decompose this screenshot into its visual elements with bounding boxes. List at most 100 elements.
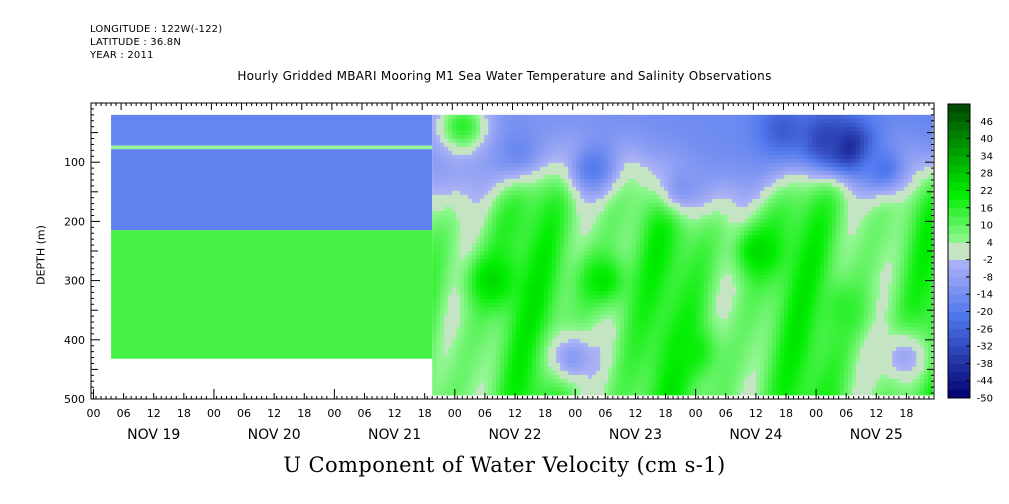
field-cell: [624, 190, 629, 196]
field-cell: [704, 254, 709, 260]
field-cell: [556, 154, 561, 160]
field-cell: [480, 230, 485, 236]
field-cell: [584, 318, 589, 324]
field-cell: [632, 338, 637, 344]
field-cell: [696, 234, 701, 240]
field-cell: [708, 358, 713, 364]
field-cell: [500, 266, 505, 272]
field-cell: [688, 182, 693, 188]
field-cell: [684, 274, 689, 280]
field-cell: [704, 282, 709, 288]
field-cell: [692, 362, 697, 368]
field-cell: [680, 114, 685, 120]
field-cell: [644, 130, 649, 136]
field-cell: [584, 174, 589, 180]
field-cell: [568, 222, 573, 228]
field-cell: [456, 242, 461, 248]
field-cell: [644, 158, 649, 164]
field-cell: [548, 362, 553, 368]
field-cell: [520, 194, 525, 200]
field-cell: [520, 362, 525, 368]
field-cell: [660, 366, 665, 372]
field-cell: [448, 162, 453, 168]
field-cell: [672, 134, 677, 140]
field-cell: [532, 354, 537, 360]
field-cell: [572, 122, 577, 128]
field-cell: [504, 286, 509, 292]
field-cell: [532, 334, 537, 340]
field-cell: [548, 390, 553, 396]
field-cell: [680, 298, 685, 304]
field-cell: [676, 118, 681, 124]
field-cell: [480, 310, 485, 316]
field-cell: [444, 258, 449, 264]
field-cell: [608, 182, 613, 188]
field-cell: [600, 366, 605, 372]
field-cell: [536, 342, 541, 348]
field-cell: [704, 346, 709, 352]
field-cell: [508, 118, 513, 124]
field-cell: [700, 230, 705, 236]
field-cell: [700, 154, 705, 160]
field-cell: [684, 150, 689, 156]
field-cell: [516, 306, 521, 312]
field-cell: [636, 170, 641, 176]
field-cell: [608, 390, 613, 396]
field-cell: [596, 294, 601, 300]
field-cell: [448, 310, 453, 316]
field-cell: [692, 198, 697, 204]
field-cell: [516, 282, 521, 288]
field-cell: [460, 278, 465, 284]
field-cell: [528, 314, 533, 320]
field-cell: [668, 182, 673, 188]
field-cell: [572, 382, 577, 388]
field-cell: [516, 278, 521, 284]
field-cell: [640, 314, 645, 320]
field-cell: [648, 294, 653, 300]
field-cell: [500, 122, 505, 128]
field-cell: [692, 346, 697, 352]
field-cell: [588, 386, 593, 392]
field-cell: [696, 250, 701, 256]
field-cell: [548, 238, 553, 244]
field-cell: [448, 290, 453, 296]
field-cell: [552, 190, 557, 196]
field-cell: [480, 170, 485, 176]
field-cell: [520, 310, 525, 316]
field-cell: [528, 370, 533, 376]
field-cell: [684, 322, 689, 328]
field-cell: [652, 250, 657, 256]
field-cell: [588, 234, 593, 240]
field-cell: [652, 238, 657, 244]
field-cell: [612, 262, 617, 268]
field-cell: [452, 194, 457, 200]
field-cell: [712, 122, 717, 128]
field-cell: [448, 154, 453, 160]
field-cell: [456, 250, 461, 256]
field-cell: [464, 214, 469, 220]
field-cell: [696, 274, 701, 280]
field-cell: [444, 270, 449, 276]
field-cell: [668, 334, 673, 340]
field-cell: [476, 142, 481, 148]
field-cell: [464, 330, 469, 336]
field-cell: [596, 334, 601, 340]
field-cell: [560, 246, 565, 252]
field-cell: [492, 138, 497, 144]
field-cell: [572, 126, 577, 132]
field-cell: [440, 306, 445, 312]
field-cell: [480, 238, 485, 244]
field-cell: [668, 114, 673, 120]
field-cell: [436, 154, 441, 160]
field-cell: [708, 118, 713, 124]
field-cell: [476, 218, 481, 224]
field-cell: [476, 274, 481, 280]
field-cell: [584, 282, 589, 288]
field-cell: [656, 314, 661, 320]
field-cell: [444, 126, 449, 132]
field-cell: [448, 342, 453, 348]
field-cell: [520, 322, 525, 328]
field-cell: [596, 358, 601, 364]
field-cell: [468, 142, 473, 148]
field-cell: [524, 166, 529, 172]
